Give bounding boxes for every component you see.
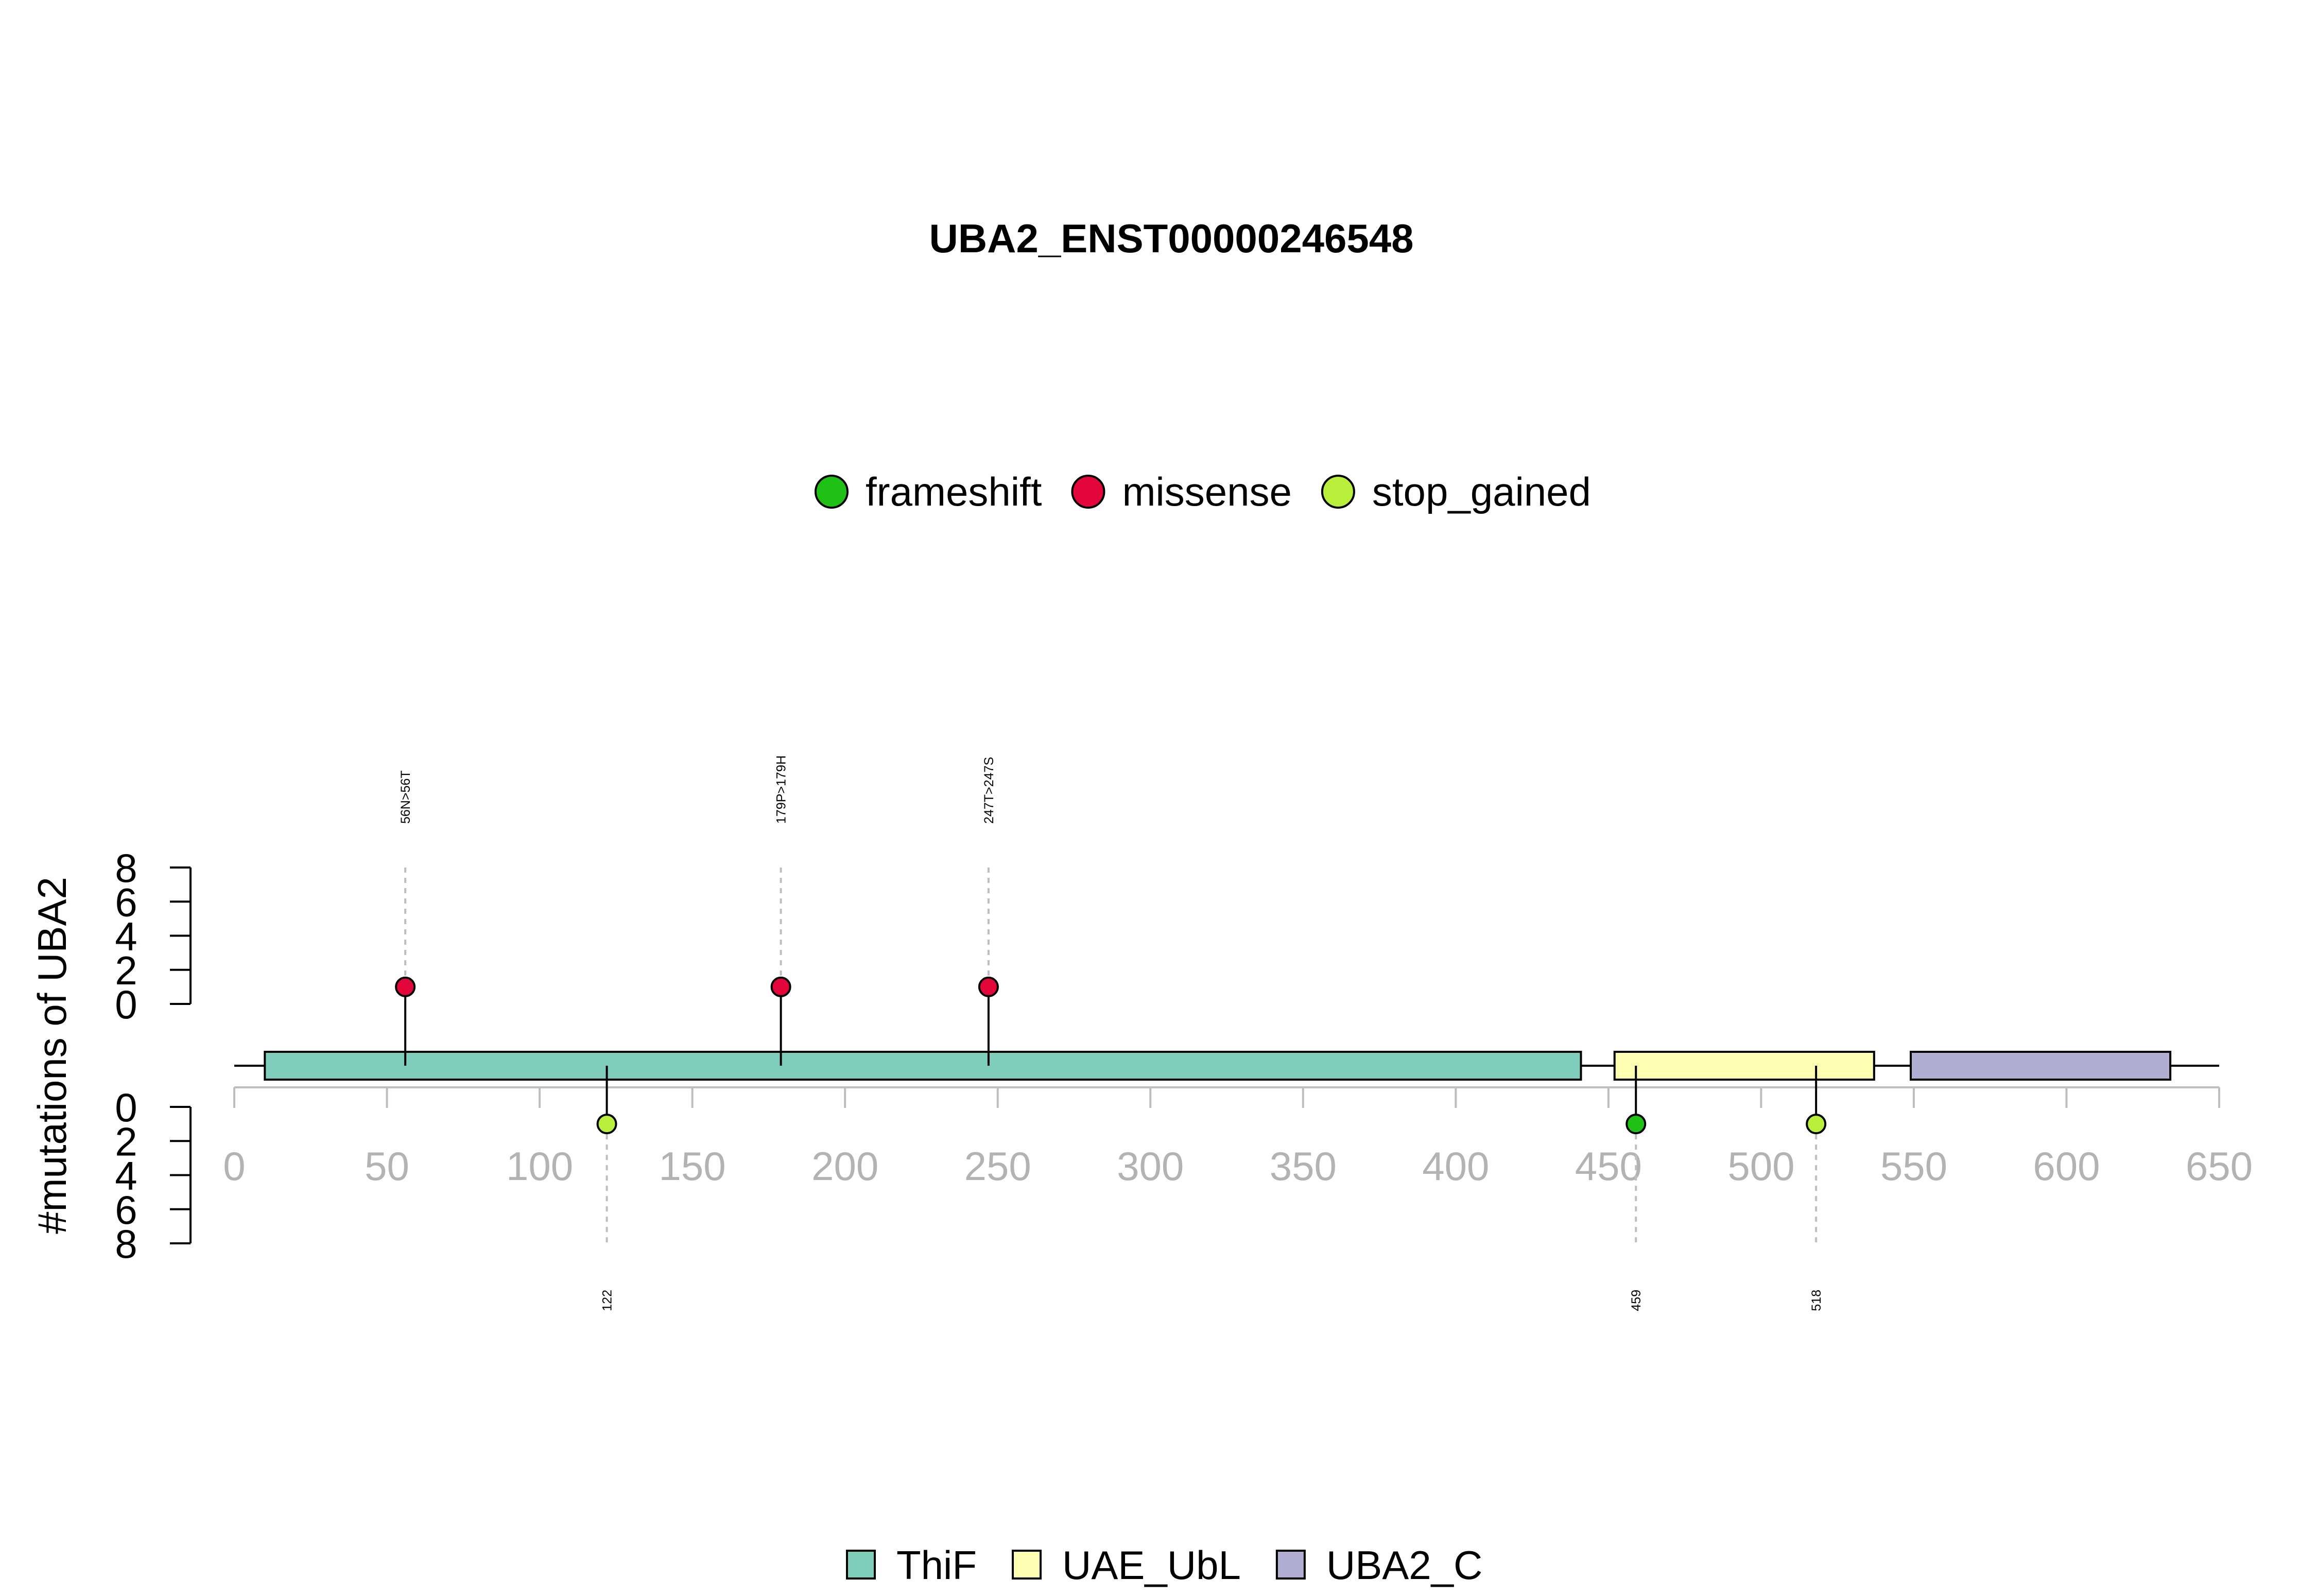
mutation-point-56 <box>395 976 416 997</box>
legend-marker-missense <box>1071 475 1105 509</box>
mutation-legend: frameshift missense stop_gained <box>815 469 1591 514</box>
y-tick-label-upper: 0 <box>115 982 137 1027</box>
y-tick-label-lower: 2 <box>115 1119 137 1164</box>
mutation-label-179: 179P>179H <box>774 755 789 824</box>
mutation-lollipops: 56N>56T 179P>179H 247T>247S 122 459 518 <box>395 755 1827 1311</box>
mutation-point-122 <box>596 1114 617 1135</box>
y-tick-label-lower: 0 <box>115 1085 137 1130</box>
legend-swatch-UBA2_C <box>1275 1550 1306 1580</box>
legend-label-stop_gained: stop_gained <box>1372 469 1591 514</box>
legend-label-UAE_UbL: UAE_UbL <box>1062 1542 1241 1588</box>
mutation-label-56: 56N>56T <box>399 770 413 824</box>
legend-marker-frameshift <box>815 475 849 509</box>
y-tick-label-upper: 2 <box>115 948 137 993</box>
domain-track <box>264 1051 2172 1081</box>
x-tick-label: 550 <box>1880 1143 1947 1189</box>
chart-title: UBA2_ENST00000246548 <box>929 216 1414 261</box>
x-tick-label: 200 <box>811 1143 878 1189</box>
domain-UBA2_C <box>1909 1051 2172 1081</box>
legend-marker-stop_gained <box>1321 475 1355 509</box>
x-tick-label: 450 <box>1575 1143 1642 1189</box>
y-tick-label-lower: 4 <box>115 1153 137 1199</box>
x-tick-label: 500 <box>1727 1143 1794 1189</box>
x-tick-label: 100 <box>506 1143 573 1189</box>
legend-label-ThiF: ThiF <box>896 1542 977 1588</box>
legend-swatch-ThiF <box>846 1550 876 1580</box>
x-tick-label: 350 <box>1270 1143 1337 1189</box>
y-tick-label-upper: 6 <box>115 879 137 925</box>
mutation-label-122: 122 <box>600 1290 615 1311</box>
x-tick-label: 600 <box>2033 1143 2100 1189</box>
mutation-label-518: 518 <box>1809 1290 1824 1311</box>
x-tick-label: 50 <box>365 1143 409 1189</box>
y-tick-label-lower: 8 <box>115 1221 137 1267</box>
domain-UAE_UbL <box>1613 1051 1875 1081</box>
y-tick-label-lower: 6 <box>115 1187 137 1233</box>
y-tick-label-upper: 8 <box>115 845 137 891</box>
x-tick-label: 150 <box>659 1143 726 1189</box>
y-tick-label-upper: 4 <box>115 914 137 959</box>
legend-label-UBA2_C: UBA2_C <box>1326 1542 1482 1588</box>
x-tick-label: 250 <box>964 1143 1031 1189</box>
legend-label-frameshift: frameshift <box>866 469 1042 514</box>
x-tick-label: 650 <box>2186 1143 2253 1189</box>
y-axis-label: #mutations of UBA2 <box>29 877 75 1234</box>
legend-swatch-UAE_UbL <box>1012 1550 1042 1580</box>
legend-label-missense: missense <box>1122 469 1291 514</box>
mutation-point-247 <box>978 976 999 997</box>
mutation-point-459 <box>1626 1114 1647 1135</box>
mutation-point-518 <box>1806 1114 1827 1135</box>
mutation-label-247: 247T>247S <box>982 757 996 824</box>
mutation-label-459: 459 <box>1629 1290 1644 1311</box>
domain-ThiF <box>264 1051 1582 1081</box>
x-axis: 0 50 100 150 200 250 300 350 400 450 500 550 600 650 <box>223 1086 2253 1189</box>
x-tick-label: 0 <box>223 1143 245 1189</box>
x-tick-label: 400 <box>1422 1143 1489 1189</box>
x-tick-label: 300 <box>1117 1143 1184 1189</box>
mutation-point-179 <box>770 976 791 997</box>
domain-legend: ThiF UAE_UbL UBA2_C <box>846 1542 1482 1588</box>
